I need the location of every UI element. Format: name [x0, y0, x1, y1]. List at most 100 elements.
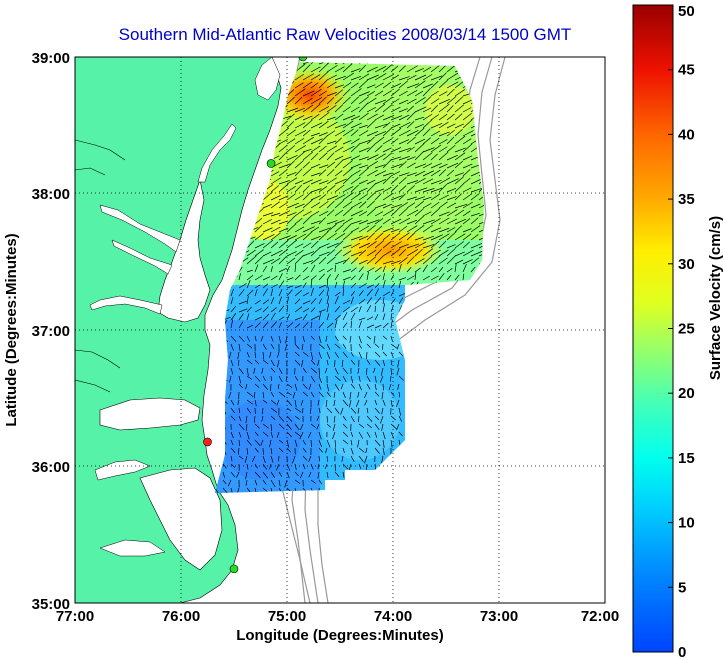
- velocity-arrow: [222, 463, 227, 469]
- velocity-arrow: [262, 375, 266, 382]
- velocity-arrow: [318, 273, 326, 281]
- velocity-arrow: [318, 169, 327, 177]
- velocity-arrow: [382, 250, 392, 257]
- velocity-arrow: [302, 73, 315, 81]
- velocity-arrow: [270, 423, 273, 432]
- velocity-arrow: [310, 202, 321, 209]
- velocity-arrow: [454, 218, 467, 225]
- velocity-arrow: [294, 255, 304, 265]
- y-tick-label: 37:00: [32, 323, 70, 340]
- velocity-arrow: [270, 275, 278, 281]
- velocity-arrow: [438, 249, 449, 257]
- velocity-arrow: [364, 399, 368, 406]
- velocity-arrow: [310, 132, 320, 137]
- velocity-arrow: [318, 62, 329, 73]
- velocity-arrow: [350, 68, 361, 73]
- velocity-arrow: [278, 145, 288, 153]
- velocity-arrow: [470, 178, 483, 185]
- velocity-arrow: [406, 65, 418, 73]
- velocity-arrow: [294, 96, 303, 105]
- velocity-arrow: [294, 209, 305, 217]
- velocity-arrow: [446, 218, 458, 225]
- velocity-arrow: [286, 407, 292, 412]
- velocity-arrow: [390, 106, 401, 113]
- velocity-arrow: [382, 297, 385, 305]
- velocity-arrow: [350, 96, 360, 105]
- velocity-arrow: [326, 104, 337, 113]
- velocity-arrow: [398, 391, 401, 398]
- velocity-arrow: [406, 130, 419, 137]
- velocity-arrow: [334, 351, 340, 359]
- velocity-arrow: [326, 116, 336, 121]
- velocity-arrow: [270, 312, 276, 321]
- velocity-arrow: [230, 471, 236, 478]
- colorbar-tick-label: 0: [678, 644, 686, 659]
- velocity-arrow: [350, 170, 361, 177]
- velocity-arrow: [366, 288, 373, 297]
- velocity-arrow: [334, 240, 344, 249]
- velocity-arrow: [430, 227, 442, 233]
- velocity-arrow: [430, 114, 440, 121]
- velocity-arrow: [227, 479, 232, 487]
- velocity-arrow: [310, 407, 312, 414]
- velocity-arrow: [342, 375, 347, 382]
- velocity-arrow: [254, 447, 259, 453]
- velocity-arrow: [318, 375, 323, 384]
- velocity-arrow: [350, 431, 354, 437]
- velocity-arrow: [318, 431, 322, 440]
- velocity-arrow: [278, 249, 289, 257]
- velocity-arrow: [300, 423, 304, 431]
- velocity-arrow: [334, 471, 340, 478]
- velocity-arrow: [406, 83, 420, 89]
- velocity-arrow: [430, 75, 443, 81]
- velocity-arrow: [238, 439, 241, 447]
- velocity-arrow: [358, 164, 369, 169]
- x-tick-label: 77:00: [56, 608, 94, 625]
- velocity-arrow: [334, 170, 343, 177]
- velocity-arrow: [294, 439, 298, 447]
- station-hatteras: [203, 437, 212, 447]
- velocity-arrow: [286, 129, 296, 137]
- velocity-arrow: [294, 463, 297, 470]
- velocity-arrow: [302, 367, 307, 374]
- x-axis-label: Longitude (Degrees:Minutes): [236, 627, 444, 644]
- velocity-arrow: [350, 75, 362, 81]
- velocity-arrow: [398, 193, 406, 201]
- velocity-arrow: [406, 266, 412, 273]
- james-river: [89, 295, 163, 315]
- velocity-arrow: [254, 264, 259, 273]
- station-south: [229, 564, 239, 574]
- velocity-arrow: [278, 316, 285, 321]
- velocity-arrow: [454, 135, 466, 145]
- velocity-arrow: [294, 264, 296, 273]
- velocity-arrow: [390, 423, 397, 430]
- velocity-arrow: [366, 284, 375, 289]
- velocity-arrow: [310, 463, 314, 470]
- velocity-arrow: [358, 455, 364, 462]
- velocity-arrow: [270, 257, 281, 265]
- velocity-arrow: [446, 154, 458, 161]
- velocity-arrow: [438, 72, 447, 81]
- velocity-arrow: [462, 163, 473, 169]
- velocity-arrow: [342, 367, 349, 375]
- velocity-arrow: [334, 62, 345, 65]
- velocity-arrow: [390, 343, 398, 349]
- velocity-arrow: [246, 289, 254, 297]
- velocity-arrow: [414, 225, 425, 233]
- velocity-arrow: [454, 274, 460, 281]
- y-tick-label: 39:00: [32, 50, 70, 67]
- velocity-arrow: [230, 415, 236, 421]
- velocity-arrow: [374, 305, 376, 313]
- velocity-arrow: [286, 223, 297, 233]
- velocity-arrow: [318, 201, 329, 209]
- velocity-arrow: [454, 176, 465, 185]
- velocity-arrow: [358, 351, 363, 359]
- velocity-arrow: [414, 187, 428, 193]
- velocity-arrow: [334, 146, 344, 153]
- velocity-arrow: [422, 203, 432, 209]
- velocity-arrow: [278, 273, 283, 281]
- velocity-arrow: [318, 217, 326, 225]
- velocity-arrow: [462, 233, 472, 241]
- velocity-arrow: [299, 431, 304, 440]
- velocity-arrow: [310, 351, 314, 360]
